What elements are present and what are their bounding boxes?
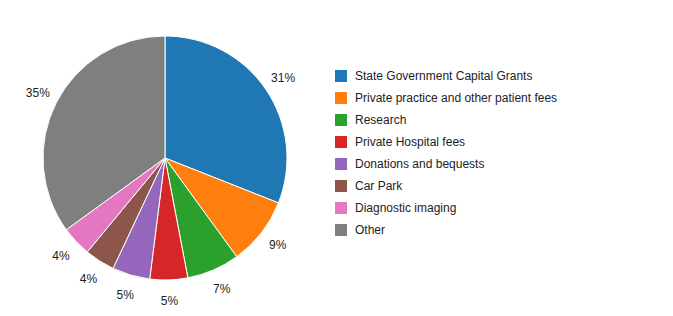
legend-item: State Government Capital Grants [335,69,532,83]
legend-label: Car Park [355,179,403,193]
legend-swatch [335,70,347,82]
legend-swatch [335,114,347,126]
legend-item: Private Hospital fees [335,135,465,149]
legend-swatch [335,224,347,236]
legend-label: Diagnostic imaging [355,201,456,215]
data-label: 35% [26,86,50,100]
chart: 31% 9% 7% 5% 5% 4% 4% 35% State Government Capit… [0,0,673,316]
legend-label: Other [355,223,385,237]
legend-item: Private practice and other patient fees [335,91,557,105]
legend-swatch [335,92,347,104]
legend-label: Private Hospital fees [355,135,465,149]
legend-label: State Government Capital Grants [355,69,532,83]
legend: State Government Capital Grants Private p… [335,69,557,237]
legend-swatch [335,136,347,148]
data-labels: 31% 9% 7% 5% 5% 4% 4% 35% [26,71,296,308]
legend-label: Research [355,113,406,127]
legend-item: Car Park [335,179,403,193]
pie [43,36,287,280]
data-label: 4% [52,249,70,263]
legend-item: Research [335,113,406,127]
data-label: 5% [117,288,135,302]
legend-item: Donations and bequests [335,157,484,171]
data-label: 31% [271,71,295,85]
legend-swatch [335,202,347,214]
legend-swatch [335,158,347,170]
legend-item: Other [335,223,385,237]
data-label: 5% [161,294,179,308]
legend-swatch [335,180,347,192]
data-label: 9% [269,238,287,252]
legend-label: Private practice and other patient fees [355,91,557,105]
legend-label: Donations and bequests [355,157,484,171]
data-label: 4% [80,272,98,286]
pie-slice [43,36,165,230]
legend-item: Diagnostic imaging [335,201,456,215]
data-label: 7% [213,282,231,296]
